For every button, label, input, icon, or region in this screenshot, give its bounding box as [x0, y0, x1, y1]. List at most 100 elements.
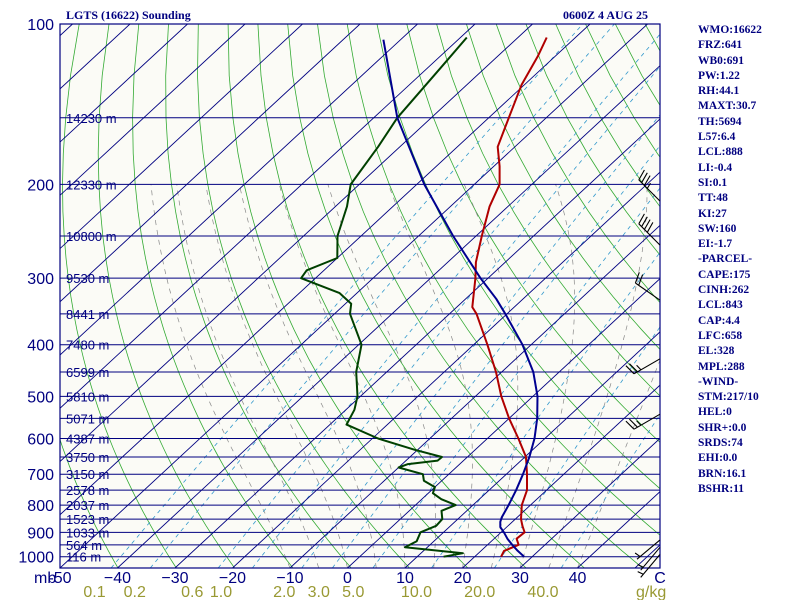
isotherm-line — [60, 24, 246, 196]
isotherm-line — [404, 331, 660, 568]
dry-adiabat-line — [60, 438, 119, 568]
isotherm-line — [117, 65, 660, 568]
index-item: TT:48 — [698, 192, 728, 205]
index-item: MPL:288 — [698, 360, 745, 373]
height-label: 116 m — [66, 550, 101, 565]
wind-barb — [634, 272, 661, 301]
index-item: -PARCEL- — [698, 253, 753, 266]
dry-adiabat-line — [346, 24, 660, 536]
isotherm-line — [232, 171, 660, 568]
parcel-profile-line — [382, 39, 539, 558]
pressure-tick-label: 800 — [27, 498, 54, 515]
index-item: PW:1.22 — [698, 69, 740, 82]
temperature-tick-label: −40 — [104, 570, 131, 587]
dry-adiabat-line — [525, 24, 660, 256]
dry-adiabat-line — [406, 24, 660, 443]
pressure-tick-label: 500 — [27, 389, 54, 406]
moist-adiabat-line — [327, 184, 436, 568]
isotherm-line — [60, 24, 648, 568]
dry-adiabat-line — [0, 24, 1, 568]
mixing-ratio-line — [252, 65, 660, 568]
height-label: 7480 m — [66, 338, 109, 353]
mixing-ratio-line — [332, 145, 660, 568]
height-label: 10800 m — [66, 229, 117, 244]
height-label: 1523 m — [66, 512, 109, 527]
index-item: EHI:0.0 — [698, 452, 738, 465]
temperature-tick-label: −10 — [276, 570, 303, 587]
index-item: TH:5694 — [698, 115, 742, 128]
isotherm-line — [289, 224, 660, 568]
dry-adiabat-line — [466, 24, 660, 350]
pressure-unit-label: mb — [34, 570, 56, 587]
moist-adiabat-line — [388, 184, 473, 568]
isotherm-line — [60, 24, 188, 143]
moist-adiabat-line — [239, 184, 377, 568]
wind-barb — [625, 413, 661, 430]
index-item: LCL:843 — [698, 299, 743, 312]
index-item: L57:6.4 — [698, 131, 736, 144]
index-item: FRZ:641 — [698, 39, 743, 52]
height-label: 5810 m — [66, 389, 109, 404]
mixing-ratio-label: 0.2 — [124, 584, 146, 600]
index-item: -WIND- — [698, 375, 739, 388]
profiles — [300, 36, 548, 558]
index-item: WB0:691 — [698, 54, 744, 67]
mixing-ratio-label: 10.0 — [401, 584, 432, 600]
wind-barbs — [625, 169, 661, 578]
temperature-tick-label: 0 — [343, 570, 352, 587]
isotherm-line — [60, 24, 476, 409]
sounding-datetime: 0600Z 4 AUG 25 — [563, 8, 649, 22]
isotherm-line — [60, 24, 361, 303]
height-label: 3150 m — [66, 467, 109, 482]
index-item: LCL:888 — [698, 146, 743, 159]
dry-adiabat-line — [97, 24, 235, 568]
temperature-tick-label: -50 — [48, 570, 71, 587]
dry-adiabat-line — [132, 24, 294, 568]
index-item: MAXT:30.7 — [698, 100, 757, 113]
height-label: 14230 m — [66, 111, 117, 126]
pressure-tick-label: 1000 — [18, 550, 54, 567]
mixing-ratio-line — [149, 24, 615, 568]
dry-adiabat-line — [376, 24, 660, 490]
index-item: CAP:4.4 — [698, 314, 740, 327]
isotherm-line — [174, 118, 660, 568]
index-item: EL:328 — [698, 345, 735, 358]
mixing-ratio-label: 40.0 — [527, 584, 558, 600]
dewpoint-profile-line — [300, 36, 468, 558]
height-label: 1033 m — [66, 525, 109, 540]
mixing-ratio-unit-label: g/kg — [636, 584, 666, 600]
temperature-tick-label: 30 — [511, 570, 529, 587]
height-label: 12330 m — [66, 177, 117, 192]
plot-frame — [59, 23, 661, 569]
index-item: LI:-0.4 — [698, 161, 733, 174]
height-label: 9530 m — [66, 271, 109, 286]
temperature-unit-label: C — [654, 570, 666, 587]
index-item: CAPE:175 — [698, 268, 751, 281]
mixing-ratio-line — [431, 251, 660, 568]
isotherm-line — [60, 24, 533, 463]
moist-adiabat-line — [519, 184, 576, 568]
wind-barb — [637, 554, 661, 578]
indices-panel: WMO:16622 FRZ:641 WB0:691 PW:1.22 RH:44.1 MAX… — [698, 23, 798, 497]
mixing-ratio-line — [217, 33, 660, 568]
mixing-ratio-line — [110, 24, 583, 568]
index-item: BSHR:11 — [698, 482, 745, 495]
wind-barb — [625, 358, 661, 375]
moist-adiabat-line — [548, 184, 648, 568]
height-label: 6599 m — [66, 365, 109, 380]
mixing-ratio-label: 0.1 — [83, 584, 105, 600]
height-label: 564 m — [66, 538, 102, 553]
isotherm-line — [462, 384, 660, 568]
moist-adiabat-line — [150, 184, 291, 568]
index-item: KI:27 — [698, 207, 727, 220]
pressure-tick-label: 300 — [27, 271, 54, 288]
thermo-grid — [0, 24, 660, 568]
index-item: SW:160 — [698, 222, 737, 235]
wind-barb — [637, 546, 661, 571]
mixing-ratio-line — [494, 326, 660, 568]
moist-adiabat-line — [279, 184, 406, 568]
pressure-tick-label: 900 — [27, 525, 54, 542]
moist-adiabat-line — [176, 184, 320, 568]
index-item: SRDS:74 — [698, 437, 743, 450]
